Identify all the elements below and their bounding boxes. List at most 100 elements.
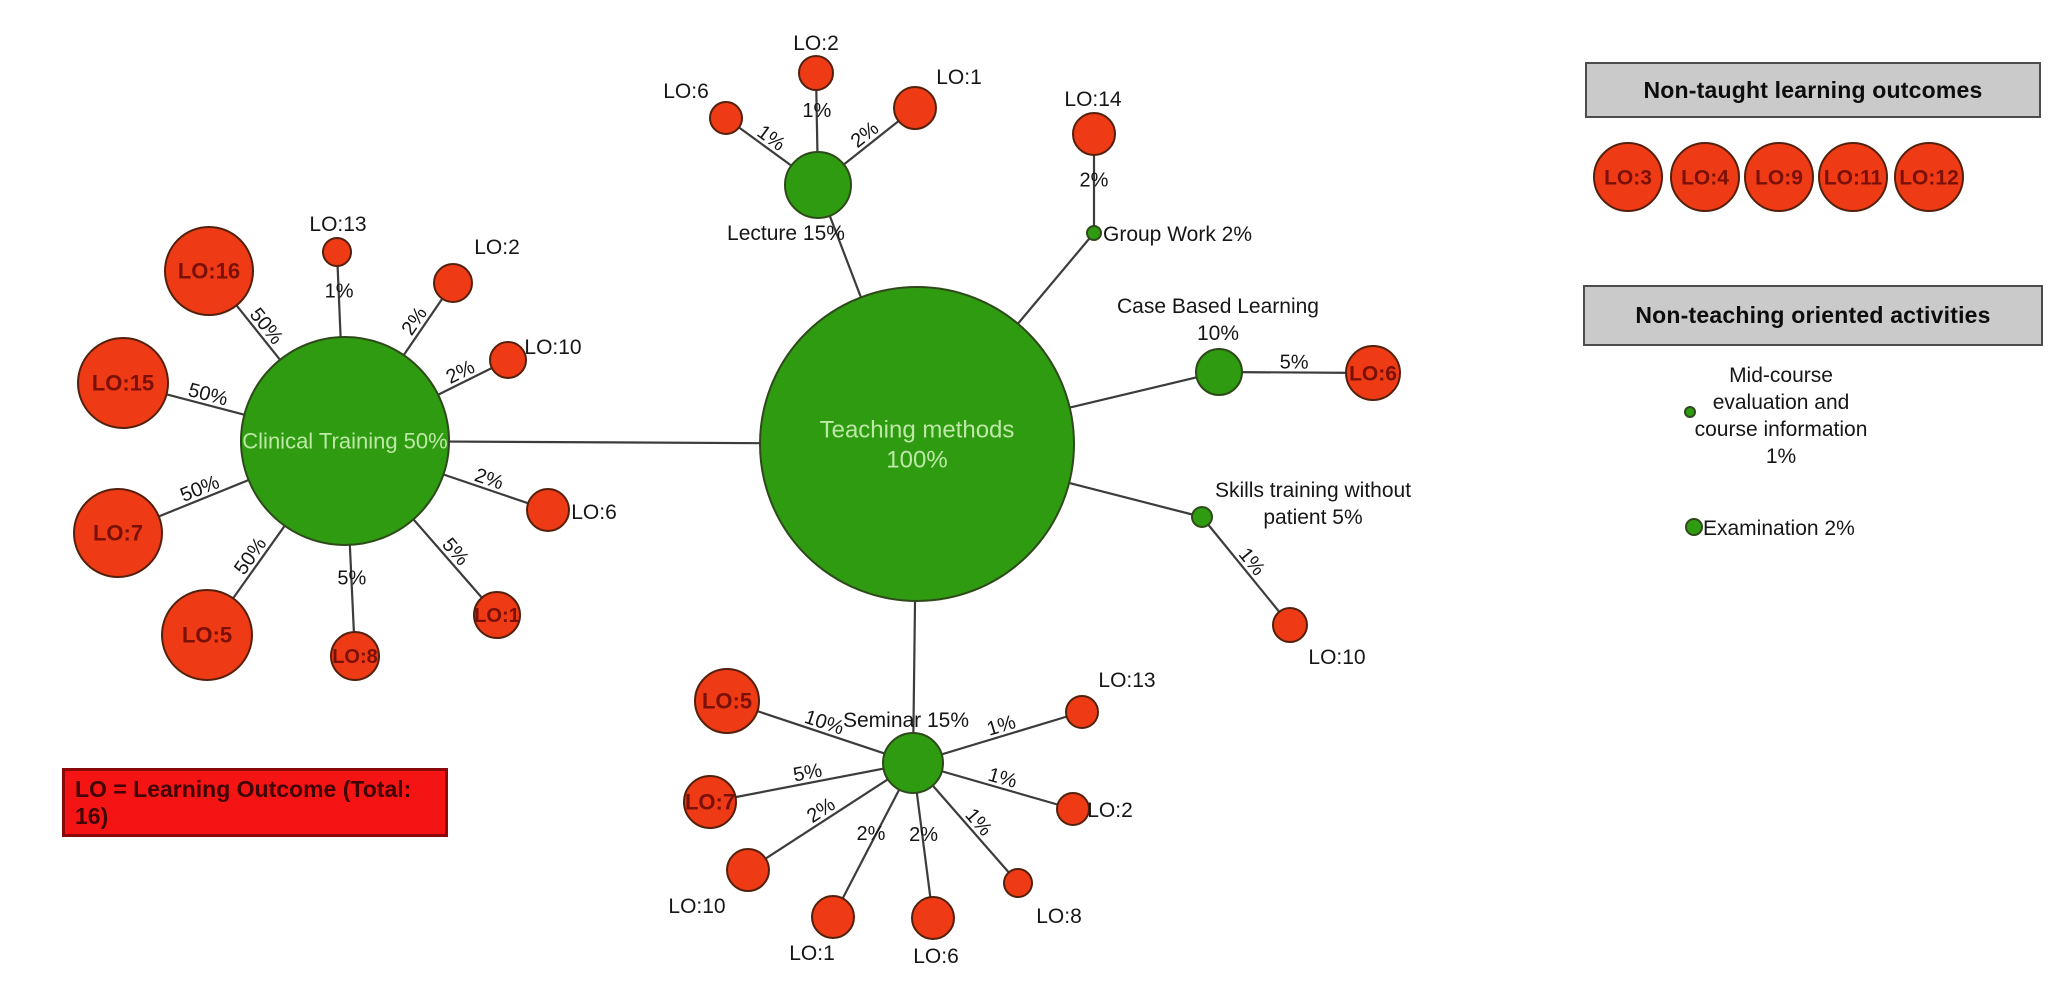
edge-label-clinical-training--clinical-lo10: 2% [443, 356, 479, 389]
node-examination [1685, 518, 1703, 536]
node-skills-training [1191, 506, 1213, 528]
label-midcourse-eval-line4: 1% [1766, 445, 1796, 468]
edge-label-seminar--seminar-lo10: 2% [803, 793, 839, 827]
label-seminar-lo1: LO:1 [789, 942, 835, 965]
label-clinical-lo6: LO:6 [571, 501, 617, 524]
label-clinical-lo16: LO:16 [178, 259, 240, 284]
label-midcourse-eval-line3: course information [1695, 418, 1868, 441]
node-groupwork-lo14 [1072, 112, 1116, 156]
non-taught-outcomes-title: Non-taught learning outcomes [1643, 76, 1983, 103]
edge-seminar--seminar-lo10 [747, 762, 914, 871]
node-seminar-lo8 [1003, 868, 1033, 898]
lo-legend-text: LO = Learning Outcome (Total: 16) [75, 775, 412, 829]
edge-label-lecture--lecture-lo1: 2% [847, 117, 883, 152]
node-clinical-lo16 [164, 226, 254, 316]
edge-label-seminar--seminar-lo5: 10% [802, 706, 847, 740]
label-clinical-lo8: LO:8 [332, 646, 378, 668]
node-clinical-lo7 [73, 488, 163, 578]
label-cbl-lo6: LO:6 [1349, 362, 1397, 385]
label-teaching-methods-line2: 100% [886, 446, 947, 473]
label-nontaught-lo11: LO:11 [1824, 166, 1883, 189]
label-seminar-lo8: LO:8 [1036, 905, 1082, 928]
node-nontaught-lo11 [1818, 142, 1888, 212]
label-seminar-lo13: LO:13 [1098, 669, 1155, 692]
label-nontaught-lo12: LO:12 [1899, 166, 1959, 189]
node-case-based-learning [1195, 348, 1243, 396]
edge-label-group-work--groupwork-lo14: 2% [1080, 170, 1109, 192]
label-clinical-lo7: LO:7 [93, 521, 143, 546]
edge-label-clinical-training--clinical-lo13: 1% [325, 281, 354, 303]
label-nontaught-lo9: LO:9 [1755, 166, 1803, 189]
node-clinical-lo5 [161, 589, 253, 681]
label-clinical-lo10: LO:10 [524, 336, 581, 359]
edge-label-seminar--seminar-lo8: 1% [960, 804, 996, 840]
label-lecture-lo1: LO:1 [936, 66, 982, 89]
node-seminar-lo5 [694, 668, 760, 734]
edge-label-lecture--lecture-lo2: 1% [802, 100, 831, 122]
node-clinical-lo2 [433, 263, 473, 303]
edge-label-seminar--seminar-lo13: 1% [984, 711, 1018, 740]
non-teaching-activities-header: Non-teaching oriented activities [1583, 285, 2043, 346]
label-seminar-lo2: LO:2 [1087, 799, 1133, 822]
node-seminar-lo2 [1056, 792, 1090, 826]
label-skills-training-line1: Skills training without [1215, 479, 1411, 502]
label-teaching-methods-line1: Teaching methods [820, 416, 1015, 443]
node-seminar-lo1 [811, 895, 855, 939]
label-seminar-lo7: LO:7 [685, 790, 735, 815]
node-lecture-lo6 [709, 101, 743, 135]
label-midcourse-eval-line1: Mid-course [1729, 364, 1833, 387]
node-seminar-lo7 [683, 775, 737, 829]
node-skills-lo10 [1272, 607, 1308, 643]
labels-layer: 1% 1% 2% 2% 5% 1% 10% 5% 2% 2% 2% 1% 1% 1% 50% 1% 2% 2% 50… [92, 32, 1959, 968]
node-clinical-training [240, 336, 450, 546]
label-case-based-learning-line2: 10% [1197, 322, 1239, 345]
label-case-based-learning-line1: Case Based Learning [1117, 295, 1319, 318]
edge-label-clinical-training--clinical-lo1: 5% [437, 534, 473, 570]
label-lecture: Lecture 15% [727, 222, 845, 245]
label-seminar: Seminar 15% [843, 709, 969, 732]
non-taught-outcomes-header: Non-taught learning outcomes [1585, 62, 2041, 118]
node-clinical-lo6 [526, 488, 570, 532]
edge-label-case-based-learning--cbl-lo6: 5% [1280, 351, 1309, 373]
label-midcourse-eval-line2: evaluation and [1713, 391, 1850, 414]
node-nontaught-lo3 [1593, 142, 1663, 212]
non-teaching-activities-title: Non-teaching oriented activities [1635, 302, 1991, 328]
edge-label-lecture--lecture-lo6: 1% [753, 121, 789, 156]
edge-seminar--seminar-lo7 [709, 761, 914, 804]
label-skills-lo10: LO:10 [1308, 646, 1365, 669]
node-nontaught-lo9 [1744, 142, 1814, 212]
node-seminar-lo13 [1065, 695, 1099, 729]
node-midcourse-eval [1684, 406, 1696, 418]
node-clinical-lo10 [489, 341, 527, 379]
label-clinical-training: Clinical Training 50% [242, 429, 447, 454]
label-groupwork-lo14: LO:14 [1064, 88, 1122, 111]
label-seminar-lo10: LO:10 [668, 895, 725, 918]
node-clinical-lo1 [473, 591, 521, 639]
edge-label-clinical-training--clinical-lo16: 50% [245, 304, 287, 349]
nodes-layer [73, 55, 1964, 940]
node-nontaught-lo4 [1670, 142, 1740, 212]
edge-label-skills-training--skills-lo10: 1% [1234, 544, 1269, 580]
edge-label-seminar--seminar-lo7: 5% [791, 759, 824, 786]
label-clinical-lo5: LO:5 [182, 623, 232, 648]
node-group-work [1086, 225, 1102, 241]
label-group-work: Group Work 2% [1103, 223, 1252, 246]
edge-skills-training--skills-lo10 [1201, 516, 1291, 626]
label-clinical-lo15: LO:15 [92, 371, 154, 396]
node-clinical-lo13 [322, 237, 352, 267]
node-lecture-lo2 [798, 55, 834, 91]
node-cbl-lo6 [1345, 345, 1401, 401]
node-lecture [784, 151, 852, 219]
label-skills-training-line2: patient 5% [1263, 506, 1362, 529]
lo-legend-box: LO = Learning Outcome (Total: 16) [62, 768, 448, 837]
label-nontaught-lo3: LO:3 [1604, 166, 1652, 189]
node-clinical-lo8 [330, 631, 380, 681]
edge-label-clinical-training--clinical-lo15: 50% [186, 379, 230, 410]
label-seminar-lo5: LO:5 [702, 689, 752, 714]
label-nontaught-lo4: LO:4 [1681, 166, 1729, 189]
edge-label-clinical-training--clinical-lo5: 50% [230, 533, 271, 579]
edge-label-seminar--seminar-lo2: 1% [986, 764, 1020, 793]
label-lecture-lo6: LO:6 [663, 80, 709, 103]
node-seminar-lo6 [911, 896, 955, 940]
